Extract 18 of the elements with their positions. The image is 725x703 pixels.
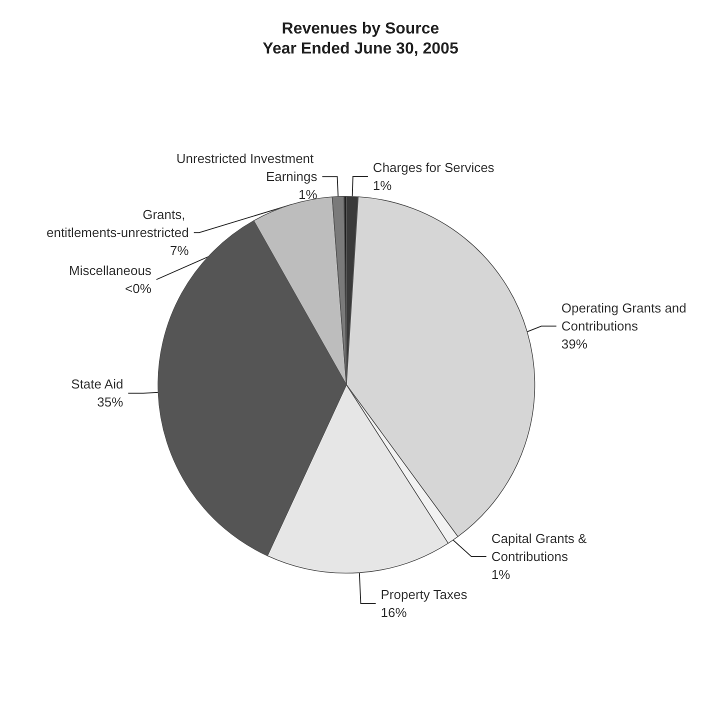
data-label: 1% (491, 566, 511, 582)
data-label: 7% (170, 243, 190, 258)
data-label: 1% (298, 187, 318, 202)
slice-label: Capital Grants & Contributions (491, 530, 590, 564)
chart-subtitle: Year Ended June 30, 2005 (262, 40, 458, 58)
data-label: <0% (125, 281, 152, 296)
slice-label: Charges for Services (372, 160, 495, 175)
slice-label: State Aid (71, 376, 124, 392)
data-label: 16% (380, 604, 408, 620)
data-label: 39% (561, 336, 588, 352)
data-label: 1% (372, 178, 392, 193)
slice-label: Property Taxes (380, 586, 468, 602)
slice-label: Unrestricted Investment Earnings (176, 151, 318, 184)
slice-label: Miscellaneous (69, 263, 152, 278)
slice-label: Operating Grants and Contributions (561, 300, 690, 334)
data-label: 35% (97, 394, 124, 410)
chart-title: Revenues by Source (282, 20, 440, 38)
slice-label: Grants, entitlements-unrestricted (46, 207, 189, 240)
